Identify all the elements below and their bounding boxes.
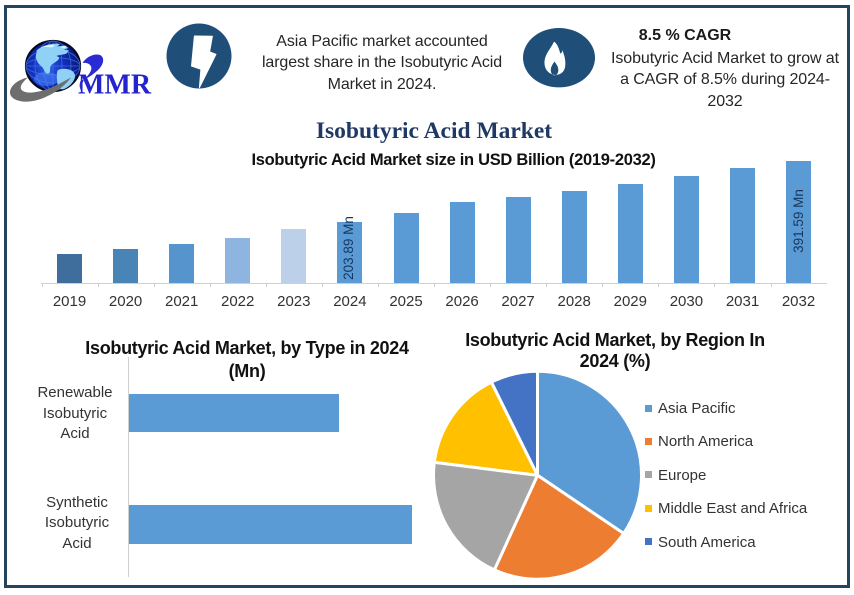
svg-text:MMR: MMR: [78, 70, 152, 101]
